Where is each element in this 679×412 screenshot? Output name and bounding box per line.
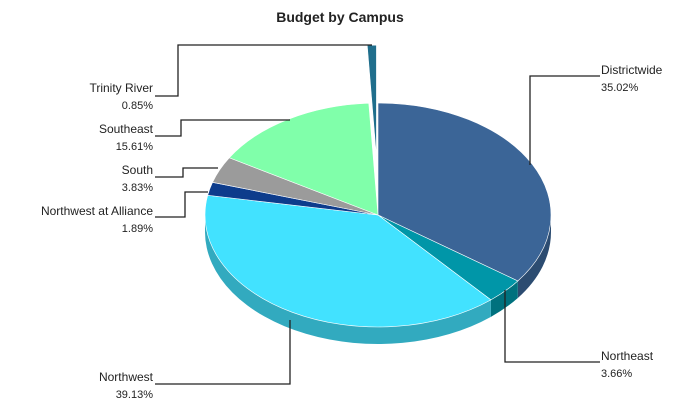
leader-line (155, 167, 218, 178)
slice-label: Southeast (99, 122, 154, 136)
slice-label: Trinity River (89, 81, 153, 95)
leader-line (155, 119, 290, 137)
slice-side (205, 215, 491, 344)
slice-value-label: 0.85% (122, 100, 153, 112)
slice (204, 194, 492, 328)
slice-label: South (122, 163, 153, 177)
leader-line (155, 44, 372, 97)
slice-value-label: 3.83% (122, 182, 153, 194)
slice-value-label: 39.13% (116, 389, 154, 401)
leader-line (155, 191, 208, 218)
slice-value-label: 35.02% (601, 82, 639, 94)
slice-label: Districtwide (601, 63, 663, 77)
slice-value-label: 3.66% (601, 368, 632, 380)
leader-line (504, 290, 600, 363)
slice-value-label: 15.61% (116, 141, 154, 153)
slice-label: Northeast (601, 349, 654, 363)
slice (228, 102, 379, 216)
leader-line (155, 320, 291, 385)
slice-label: Northwest (99, 370, 154, 384)
leader-line (529, 75, 600, 165)
slice (377, 102, 552, 282)
slice-side (517, 215, 551, 298)
chart-title: Budget by Campus (276, 9, 404, 25)
slice-value-label: 1.89% (122, 223, 153, 235)
slice-label: Northwest at Alliance (41, 204, 153, 218)
